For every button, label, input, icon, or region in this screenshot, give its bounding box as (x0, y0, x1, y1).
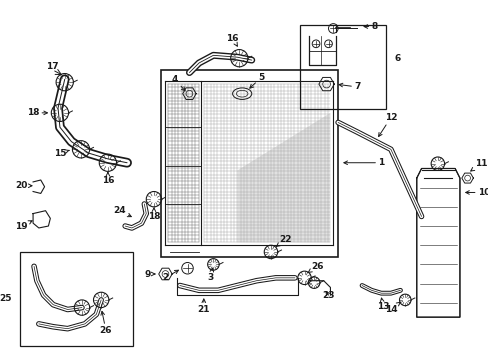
Text: 18: 18 (27, 108, 47, 117)
Text: 2: 2 (162, 270, 178, 282)
Text: 20: 20 (15, 181, 32, 190)
Bar (161, 70, 337, 257)
Polygon shape (416, 168, 459, 317)
Text: 13: 13 (376, 298, 388, 311)
Text: 26: 26 (307, 262, 323, 273)
Text: 16: 16 (102, 172, 114, 185)
Text: 17: 17 (46, 62, 59, 71)
Text: 19: 19 (15, 221, 32, 230)
Text: 25: 25 (0, 294, 12, 303)
Bar (20, 252, 133, 346)
Text: 11: 11 (470, 159, 486, 171)
Text: 23: 23 (322, 291, 334, 300)
Text: 1: 1 (343, 158, 384, 167)
Text: 3: 3 (207, 268, 213, 282)
Text: 14: 14 (384, 302, 400, 314)
Text: 16: 16 (226, 33, 238, 46)
Text: 6: 6 (394, 54, 400, 63)
Text: 22: 22 (276, 235, 291, 247)
Text: 12: 12 (378, 113, 396, 136)
Text: 5: 5 (249, 73, 264, 88)
Text: 15: 15 (54, 149, 69, 158)
Text: 18: 18 (147, 208, 160, 221)
Text: 10: 10 (465, 188, 488, 197)
Text: 9: 9 (145, 270, 155, 279)
Text: 8: 8 (363, 22, 377, 31)
Text: 7: 7 (338, 82, 360, 91)
Polygon shape (237, 113, 330, 242)
Text: 26: 26 (100, 311, 112, 335)
Text: 24: 24 (113, 206, 131, 217)
Bar (299, 24, 386, 109)
Text: 21: 21 (197, 299, 210, 314)
Text: 4: 4 (171, 75, 184, 91)
